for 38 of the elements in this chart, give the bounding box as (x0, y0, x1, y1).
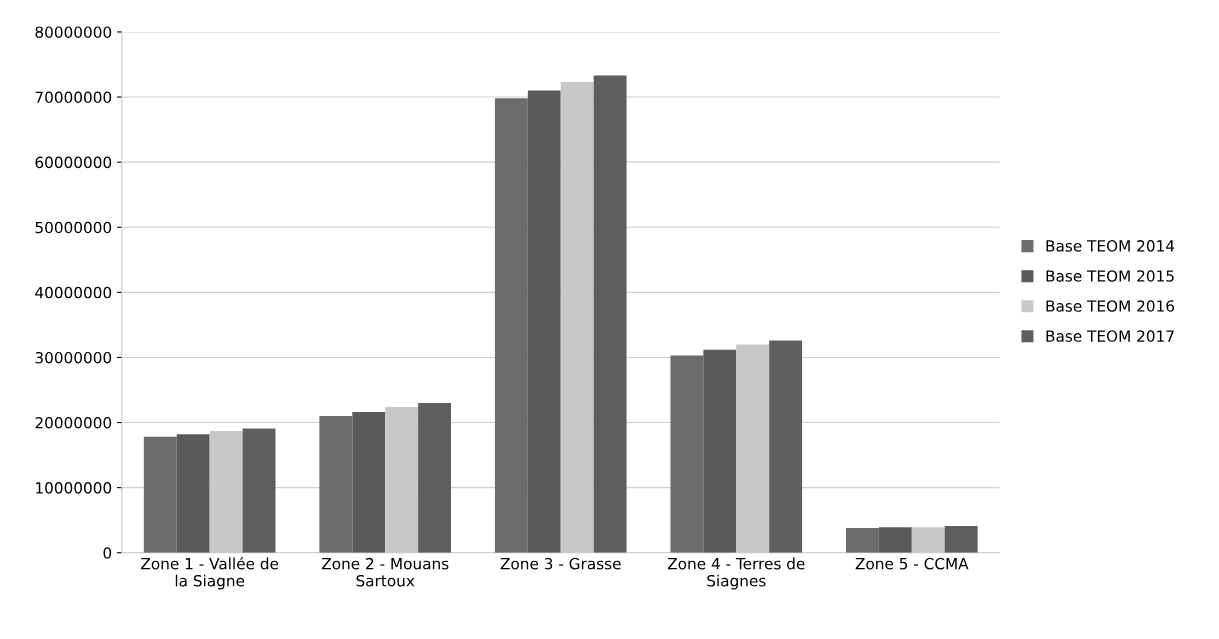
bar (560, 82, 594, 553)
legend-label: Base TEOM 2015 (1046, 270, 1174, 282)
bar (418, 403, 452, 553)
bar (319, 416, 353, 553)
bar (352, 412, 386, 553)
y-tick-label: 40000000 (35, 286, 112, 299)
bar (736, 344, 770, 553)
bar (703, 349, 737, 553)
bar (670, 355, 704, 553)
x-tick-label: Zone 3 - Grasse (500, 557, 621, 570)
legend-label: Base TEOM 2014 (1046, 240, 1175, 252)
bar (176, 434, 210, 553)
y-tick-label: 20000000 (35, 417, 112, 429)
y-tick-label: 10000000 (36, 482, 112, 494)
x-tick-label: Zone 1 - Vallée de la Siagne (141, 556, 279, 590)
y-tick-label: 80000000 (35, 26, 112, 38)
bar (845, 528, 879, 553)
y-tick-label: 30000000 (35, 351, 112, 364)
y-tick-label: 70000000 (35, 91, 112, 104)
y-tick-label: 60000000 (35, 156, 112, 169)
bar (769, 340, 803, 553)
bar (385, 406, 419, 553)
bar (209, 431, 243, 553)
x-tick-label: Zone 5 - CCMA (855, 557, 969, 570)
y-tick-label: 0 (103, 547, 112, 559)
legend-label: Base TEOM 2016 (1046, 300, 1175, 312)
legend-label: Base TEOM 2017 (1046, 330, 1174, 342)
y-tick-label: 50000000 (35, 221, 112, 234)
bar (911, 527, 945, 553)
x-tick-label: Zone 2 - Mouans Sartoux (321, 557, 449, 587)
bar (878, 527, 912, 553)
bar (593, 75, 627, 553)
bar (143, 436, 177, 553)
bar (494, 98, 528, 553)
bar (944, 526, 978, 553)
bar (527, 90, 561, 553)
bar (242, 428, 276, 553)
x-tick-label: Zone 4 - Terres de Siagnes (667, 557, 805, 590)
